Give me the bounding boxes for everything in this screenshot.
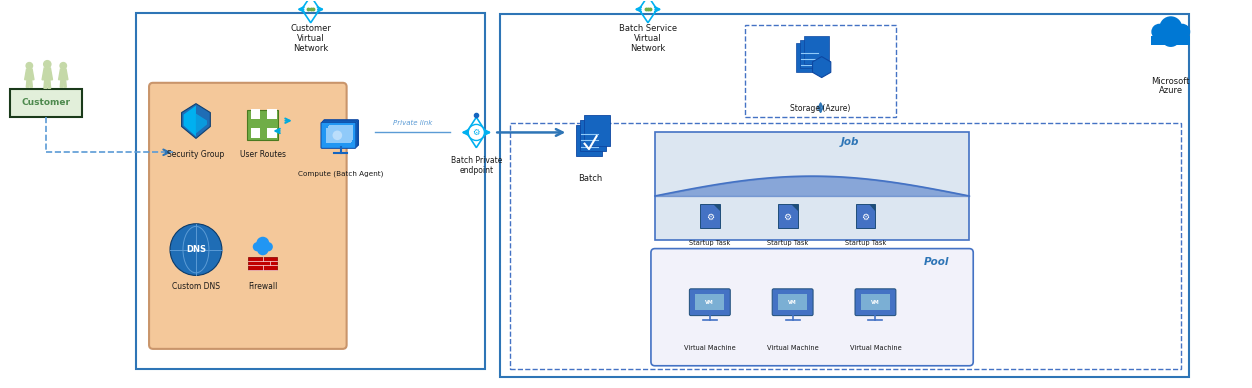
Text: ⚙: ⚙ xyxy=(861,213,870,222)
FancyBboxPatch shape xyxy=(690,289,730,315)
Text: endpoint: endpoint xyxy=(459,166,493,175)
Text: Startup Task: Startup Task xyxy=(845,240,886,246)
FancyBboxPatch shape xyxy=(800,40,825,68)
Circle shape xyxy=(26,62,33,69)
Polygon shape xyxy=(25,69,34,80)
Text: User Routes: User Routes xyxy=(240,150,285,159)
Text: Firewall: Firewall xyxy=(248,282,278,291)
Text: DNS: DNS xyxy=(187,245,207,254)
Circle shape xyxy=(468,125,485,140)
Polygon shape xyxy=(43,68,53,80)
FancyBboxPatch shape xyxy=(248,110,278,140)
Polygon shape xyxy=(60,80,64,87)
Text: Security Group: Security Group xyxy=(168,150,224,159)
Text: Network: Network xyxy=(293,44,328,53)
FancyBboxPatch shape xyxy=(651,249,973,366)
Text: Customer: Customer xyxy=(21,98,71,107)
FancyBboxPatch shape xyxy=(322,121,357,147)
FancyBboxPatch shape xyxy=(779,294,808,310)
Polygon shape xyxy=(44,80,48,88)
Polygon shape xyxy=(26,80,29,87)
Text: Batch Service: Batch Service xyxy=(618,24,677,33)
Text: ⚙: ⚙ xyxy=(706,213,714,222)
FancyBboxPatch shape xyxy=(149,83,347,349)
Text: Network: Network xyxy=(630,44,666,53)
FancyBboxPatch shape xyxy=(250,128,260,138)
Polygon shape xyxy=(59,69,68,80)
FancyBboxPatch shape xyxy=(796,43,820,72)
Polygon shape xyxy=(791,204,798,211)
FancyBboxPatch shape xyxy=(248,257,277,270)
Circle shape xyxy=(333,130,342,140)
FancyBboxPatch shape xyxy=(267,109,277,119)
Polygon shape xyxy=(48,80,50,88)
FancyBboxPatch shape xyxy=(772,289,813,315)
Circle shape xyxy=(1159,16,1182,39)
Polygon shape xyxy=(184,106,197,137)
FancyBboxPatch shape xyxy=(861,294,890,310)
Circle shape xyxy=(1161,27,1181,47)
Text: ⚙: ⚙ xyxy=(472,128,480,137)
FancyBboxPatch shape xyxy=(328,126,352,142)
Text: Pool: Pool xyxy=(924,256,949,267)
Text: Private link: Private link xyxy=(393,121,432,126)
Circle shape xyxy=(263,242,273,251)
Text: VM: VM xyxy=(871,300,880,305)
FancyBboxPatch shape xyxy=(327,128,351,143)
FancyBboxPatch shape xyxy=(576,125,602,156)
FancyBboxPatch shape xyxy=(329,125,353,140)
Polygon shape xyxy=(813,57,831,78)
Circle shape xyxy=(257,237,269,249)
Text: Virtual Machine: Virtual Machine xyxy=(684,345,736,351)
Text: Virtual: Virtual xyxy=(297,34,324,43)
Text: Compute (Batch Agent): Compute (Batch Agent) xyxy=(298,170,383,177)
FancyBboxPatch shape xyxy=(580,120,606,151)
Text: Storage (Azure): Storage (Azure) xyxy=(790,104,851,113)
FancyBboxPatch shape xyxy=(700,204,720,228)
FancyBboxPatch shape xyxy=(855,289,896,315)
FancyBboxPatch shape xyxy=(1152,36,1191,45)
Circle shape xyxy=(1152,24,1168,40)
Text: Virtual: Virtual xyxy=(635,34,662,43)
Text: Virtual Machine: Virtual Machine xyxy=(766,345,819,351)
FancyBboxPatch shape xyxy=(804,36,829,64)
FancyBboxPatch shape xyxy=(10,89,83,116)
Text: Batch: Batch xyxy=(578,174,602,183)
Circle shape xyxy=(60,62,66,69)
FancyBboxPatch shape xyxy=(321,122,356,148)
Polygon shape xyxy=(182,104,210,139)
Polygon shape xyxy=(64,80,66,87)
Polygon shape xyxy=(869,204,875,211)
Circle shape xyxy=(257,244,269,255)
FancyBboxPatch shape xyxy=(655,132,969,240)
Circle shape xyxy=(44,61,51,68)
Circle shape xyxy=(170,224,222,275)
Polygon shape xyxy=(29,80,33,87)
Text: VM: VM xyxy=(789,300,798,305)
Polygon shape xyxy=(714,204,720,211)
Polygon shape xyxy=(197,114,207,133)
Text: ⚙: ⚙ xyxy=(784,213,791,222)
Text: Custom DNS: Custom DNS xyxy=(172,282,220,291)
FancyBboxPatch shape xyxy=(250,109,260,119)
FancyBboxPatch shape xyxy=(323,120,358,146)
Circle shape xyxy=(253,242,262,251)
FancyBboxPatch shape xyxy=(777,204,798,228)
FancyBboxPatch shape xyxy=(267,128,277,138)
Text: Job: Job xyxy=(840,137,859,147)
Text: VM: VM xyxy=(705,300,714,305)
Circle shape xyxy=(1174,24,1191,40)
Text: Microsoft: Microsoft xyxy=(1152,77,1189,86)
FancyBboxPatch shape xyxy=(855,204,875,228)
Text: Startup Task: Startup Task xyxy=(767,240,809,246)
Text: Azure: Azure xyxy=(1159,86,1183,95)
Text: Customer: Customer xyxy=(290,24,331,33)
Text: Batch Private: Batch Private xyxy=(451,156,502,165)
FancyBboxPatch shape xyxy=(583,115,610,146)
FancyBboxPatch shape xyxy=(695,294,724,310)
Text: Virtual Machine: Virtual Machine xyxy=(850,345,901,351)
Text: Startup Task: Startup Task xyxy=(689,240,730,246)
